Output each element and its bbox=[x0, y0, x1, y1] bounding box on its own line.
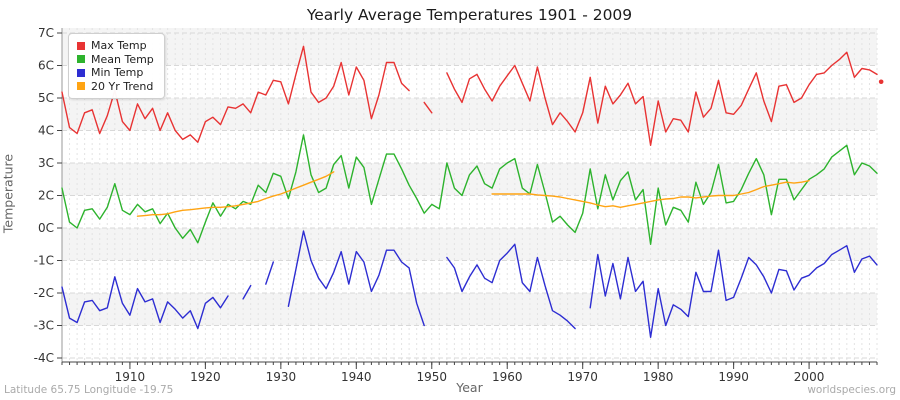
x-tick-label: 1990 bbox=[718, 370, 749, 384]
x-tick-label: 1980 bbox=[643, 370, 674, 384]
legend-item-label: 20 Yr Trend bbox=[91, 79, 154, 93]
series-line-min-temp bbox=[61, 230, 878, 338]
y-tick-label: 6C bbox=[38, 59, 54, 73]
legend-item: Max Temp bbox=[77, 39, 154, 53]
watermark-label: worldspecies.org bbox=[807, 384, 896, 396]
plot-band bbox=[62, 325, 877, 358]
legend-item: Min Temp bbox=[77, 66, 154, 80]
x-tick-label: 1930 bbox=[266, 370, 297, 384]
coordinates-label: Latitude 65.75 Longitude -19.75 bbox=[4, 384, 174, 396]
legend-item-label: Mean Temp bbox=[91, 52, 154, 66]
series-line-max-temp bbox=[61, 45, 878, 146]
legend-item: Mean Temp bbox=[77, 53, 154, 67]
legend: Max Temp Mean Temp Min Temp 20 Yr Trend bbox=[68, 33, 165, 99]
y-tick-label: -3C bbox=[34, 319, 54, 333]
series-line-20-yr-trend bbox=[136, 171, 810, 217]
y-tick-label: 2C bbox=[38, 189, 54, 203]
legend-item-label: Max Temp bbox=[91, 39, 147, 53]
stray-data-point bbox=[878, 79, 884, 85]
plot-band bbox=[62, 130, 877, 163]
y-tick-label: 4C bbox=[38, 124, 54, 138]
y-tick-label: -2C bbox=[34, 286, 54, 300]
y-tick-label: 7C bbox=[38, 26, 54, 40]
y-tick-label: 5C bbox=[38, 91, 54, 105]
legend-marker-icon bbox=[77, 68, 85, 77]
x-tick-label: 2000 bbox=[794, 370, 825, 384]
legend-item: 20 Yr Trend bbox=[77, 80, 154, 94]
y-axis-label: Temperature bbox=[0, 153, 16, 234]
x-tick-label: 1910 bbox=[115, 370, 146, 384]
y-tick-label: -4C bbox=[34, 351, 54, 365]
plot-band bbox=[62, 28, 877, 33]
x-tick-label: 1960 bbox=[492, 370, 523, 384]
chart-title: Yearly Average Temperatures 1901 - 2009 bbox=[306, 6, 633, 24]
x-tick-label: 1920 bbox=[190, 370, 221, 384]
legend-marker-icon bbox=[77, 41, 85, 50]
x-tick-label: 1950 bbox=[416, 370, 447, 384]
plot-band bbox=[62, 65, 877, 98]
series-line-mean-temp bbox=[61, 134, 878, 245]
y-tick-label: 3C bbox=[38, 156, 54, 170]
x-tick-label: 1940 bbox=[341, 370, 372, 384]
x-tick-label: 1970 bbox=[567, 370, 598, 384]
legend-item-label: Min Temp bbox=[91, 66, 144, 80]
y-tick-label: 0C bbox=[38, 221, 54, 235]
plot-band bbox=[62, 195, 877, 228]
x-axis-label: Year bbox=[456, 380, 483, 395]
y-tick-label: -1C bbox=[34, 254, 54, 268]
legend-marker-icon bbox=[77, 55, 85, 64]
legend-marker-icon bbox=[77, 82, 85, 91]
